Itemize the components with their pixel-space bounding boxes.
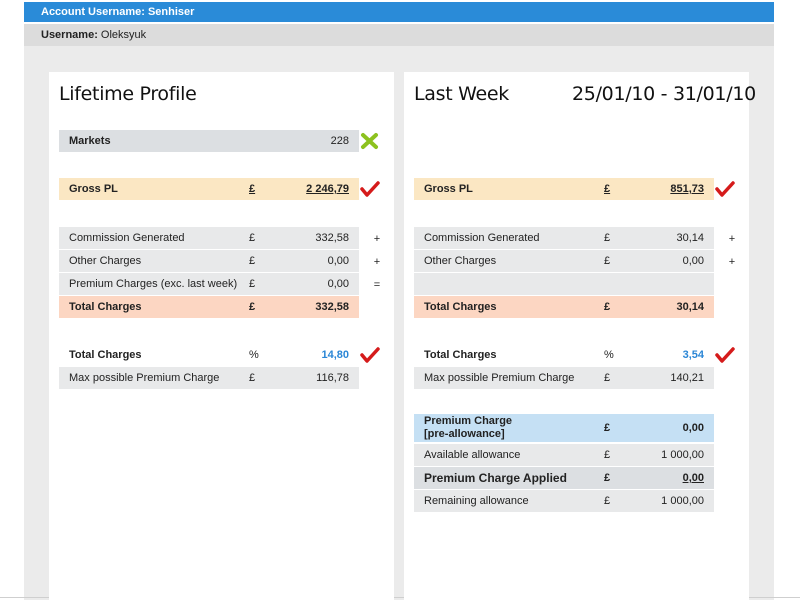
username-label: Username: — [41, 29, 98, 41]
cross-icon — [361, 133, 378, 149]
commission-currency: £ — [604, 232, 611, 244]
plus-operator: + — [373, 256, 381, 268]
gross-pl-currency: £ — [249, 183, 256, 195]
plus-operator: + — [728, 256, 736, 268]
other-charges-currency: £ — [604, 255, 611, 267]
lifetime-profile-panel — [49, 72, 394, 600]
last-week-title: Last Week — [414, 83, 509, 105]
pre-allowance-label: [pre-allowance] — [424, 428, 505, 440]
other-charges-currency: £ — [249, 255, 256, 267]
other-charges-value: 0,00 — [327, 255, 349, 267]
max-premium-row: Max possible Premium Charge £ 116,78 — [59, 367, 359, 389]
premium-charges-currency: £ — [249, 278, 256, 290]
gross-pl-currency: £ — [604, 183, 611, 195]
available-allowance-label: Available allowance — [424, 449, 521, 461]
premium-pre-allowance-label: Premium Charge [pre-allowance] — [424, 415, 512, 441]
plus-operator: + — [373, 233, 381, 245]
date-range: 25/01/10 - 31/01/10 — [572, 83, 756, 105]
markets-value: 228 — [330, 135, 349, 147]
total-charges-label: Total Charges — [69, 301, 142, 313]
total-charges-percent-label: Total Charges — [69, 349, 142, 361]
other-charges-label: Other Charges — [424, 255, 497, 267]
max-premium-row: Max possible Premium Charge £ 140,21 — [414, 367, 714, 389]
gross-pl-row: Gross PL £ 2 246,79 — [59, 178, 359, 200]
premium-pre-allowance-row: Premium Charge [pre-allowance] £ 0,00 — [414, 414, 714, 442]
total-charges-percent-row: Total Charges % 14,80 — [59, 344, 359, 366]
premium-pre-allowance-currency: £ — [604, 422, 611, 434]
premium-charges-row: Premium Charges (exc. last week) £ 0,00 — [59, 273, 359, 295]
available-allowance-currency: £ — [604, 449, 611, 461]
gross-pl-label: Gross PL — [69, 183, 118, 195]
total-charges-currency: £ — [249, 301, 256, 313]
username-bar: Username: Oleksyuk — [24, 24, 774, 46]
username-value: Oleksyuk — [100, 29, 147, 41]
remaining-allowance-label: Remaining allowance — [424, 495, 529, 507]
premium-pre-allowance-value: 0,00 — [682, 422, 704, 434]
premium-applied-label: Premium Charge Applied — [424, 471, 567, 485]
premium-applied-row: Premium Charge Applied £ 0,00 — [414, 467, 714, 489]
total-charges-percent-label: Total Charges — [424, 349, 497, 361]
lifetime-profile-title: Lifetime Profile — [59, 83, 197, 105]
total-charges-percent-row: Total Charges % 3,54 — [414, 344, 714, 366]
empty-row — [414, 273, 714, 295]
account-title: Account Username: Senhiser — [41, 6, 195, 18]
markets-label: Markets — [69, 135, 111, 147]
total-charges-row: Total Charges £ 332,58 — [59, 296, 359, 318]
commission-row: Commission Generated £ 30,14 — [414, 227, 714, 249]
total-charges-percent-value: 3,54 — [682, 349, 704, 361]
commission-value: 332,58 — [315, 232, 349, 244]
total-charges-label: Total Charges — [424, 301, 497, 313]
max-premium-value: 140,21 — [670, 372, 704, 384]
max-premium-label: Max possible Premium Charge — [424, 372, 575, 384]
remaining-allowance-row: Remaining allowance £ 1 000,00 — [414, 490, 714, 512]
remaining-allowance-currency: £ — [604, 495, 611, 507]
max-premium-currency: £ — [604, 372, 611, 384]
total-charges-value: 30,14 — [676, 301, 704, 313]
max-premium-value: 116,78 — [316, 372, 349, 384]
commission-row: Commission Generated £ 332,58 — [59, 227, 359, 249]
check-icon — [715, 181, 735, 197]
percent-unit: % — [249, 349, 259, 361]
premium-charge-label: Premium Charge — [424, 415, 513, 427]
max-premium-currency: £ — [249, 372, 256, 384]
other-charges-row: Other Charges £ 0,00 — [414, 250, 714, 272]
bottom-divider — [0, 597, 800, 598]
other-charges-value: 0,00 — [682, 255, 704, 267]
total-charges-percent-value: 14,80 — [321, 349, 349, 361]
premium-charges-label: Premium Charges (exc. last week) — [69, 278, 238, 290]
commission-value: 30,14 — [676, 232, 704, 244]
check-icon — [360, 347, 380, 363]
plus-operator: + — [728, 233, 736, 245]
commission-label: Commission Generated — [69, 232, 185, 244]
equals-operator: = — [373, 279, 381, 291]
premium-applied-value: 0,00 — [682, 472, 704, 484]
account-title-bar: Account Username: Senhiser — [24, 2, 774, 22]
premium-charges-value: 0,00 — [327, 278, 349, 290]
commission-label: Commission Generated — [424, 232, 540, 244]
other-charges-row: Other Charges £ 0,00 — [59, 250, 359, 272]
premium-applied-currency: £ — [604, 472, 611, 484]
gross-pl-value: 2 246,79 — [306, 183, 349, 195]
percent-unit: % — [604, 349, 614, 361]
commission-currency: £ — [249, 232, 256, 244]
gross-pl-label: Gross PL — [424, 183, 473, 195]
other-charges-label: Other Charges — [69, 255, 142, 267]
available-allowance-row: Available allowance £ 1 000,00 — [414, 444, 714, 466]
total-charges-value: 332,58 — [315, 301, 349, 313]
last-week-panel — [404, 72, 749, 600]
check-icon — [715, 347, 735, 363]
gross-pl-row: Gross PL £ 851,73 — [414, 178, 714, 200]
markets-row: Markets 228 — [59, 130, 359, 152]
total-charges-row: Total Charges £ 30,14 — [414, 296, 714, 318]
max-premium-label: Max possible Premium Charge — [69, 372, 220, 384]
check-icon — [360, 181, 380, 197]
remaining-allowance-value: 1 000,00 — [661, 495, 704, 507]
gross-pl-value: 851,73 — [670, 183, 704, 195]
available-allowance-value: 1 000,00 — [661, 449, 704, 461]
total-charges-currency: £ — [604, 301, 611, 313]
